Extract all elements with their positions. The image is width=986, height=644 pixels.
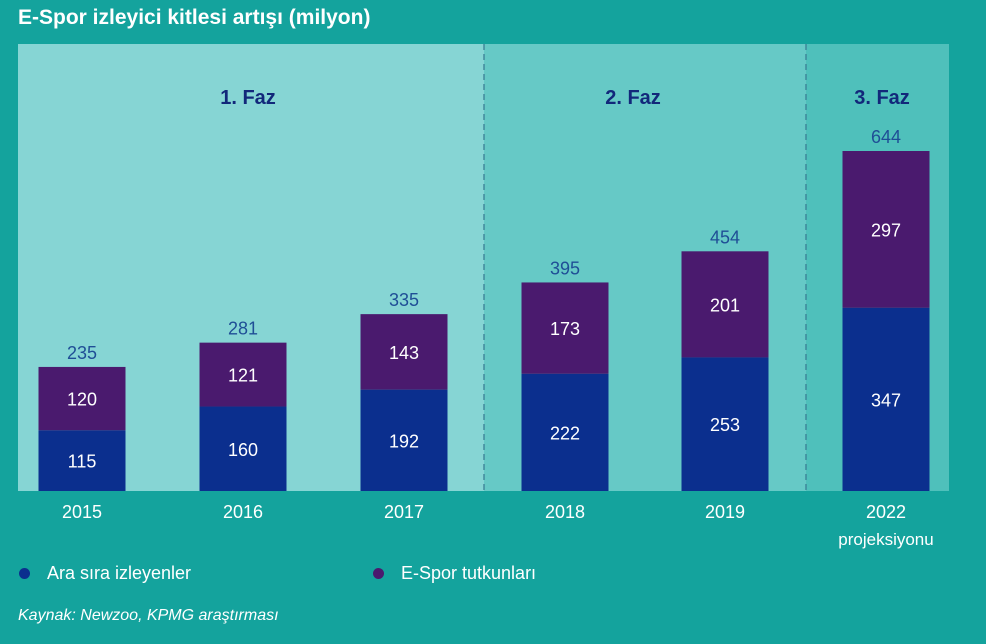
bar-occasional-2016 [199, 406, 287, 491]
legend-label-occasional: Ara sıra izleyenler [47, 563, 192, 583]
bar-occasional-2018 [521, 373, 609, 491]
value-label-occasional-2019: 253 [710, 415, 740, 435]
legend-item-occasional: Ara sıra izleyenler [19, 563, 191, 584]
bar-occasional-2019 [681, 357, 769, 491]
legend-dot-enthusiasts [373, 568, 384, 579]
bar-occasional-2022 [842, 307, 930, 491]
bar-enthusiasts-2016 [199, 342, 287, 407]
total-label-2016: 281 [228, 319, 258, 339]
legend-label-enthusiasts: E-Spor tutkunları [401, 563, 537, 583]
bar-occasional-2015 [38, 430, 126, 491]
legend-dot-occasional [19, 568, 30, 579]
value-label-occasional-2017: 192 [389, 431, 419, 451]
value-label-enthusiasts-2018: 173 [550, 319, 580, 339]
value-label-occasional-2018: 222 [550, 423, 580, 443]
x-tick-label-2019: 2019 [705, 502, 745, 522]
value-label-enthusiasts-2022: 297 [871, 220, 901, 240]
x-tick-sublabel-2022: projeksiyonu [838, 530, 933, 549]
value-label-occasional-2022: 347 [871, 390, 901, 410]
value-label-enthusiasts-2016: 121 [228, 366, 258, 386]
x-tick-label-2015: 2015 [62, 502, 102, 522]
legend-item-enthusiasts: E-Spor tutkunları [373, 563, 536, 584]
total-label-2017: 335 [389, 290, 419, 310]
x-tick-label-2017: 2017 [384, 502, 424, 522]
x-tick-label-2016: 2016 [223, 502, 263, 522]
total-label-2015: 235 [67, 343, 97, 363]
value-label-occasional-2016: 160 [228, 440, 258, 460]
bar-enthusiasts-2018 [521, 282, 609, 374]
total-label-2018: 395 [550, 258, 580, 278]
x-tick-label-2022: 2022 [866, 502, 906, 522]
phase-label-1: 1. Faz [220, 87, 276, 109]
x-tick-label-2018: 2018 [545, 502, 585, 522]
bar-enthusiasts-2022 [842, 151, 930, 308]
total-label-2019: 454 [710, 227, 740, 247]
value-label-enthusiasts-2015: 120 [67, 390, 97, 410]
source-note: Kaynak: Newzoo, KPMG araştırması [18, 607, 279, 624]
bar-enthusiasts-2017 [360, 314, 448, 390]
stacked-bar-chart: 1. Faz 2. Faz 3. Faz 115 120 235 2015 160 121 281… [18, 44, 949, 549]
total-label-2022: 644 [871, 127, 901, 147]
value-label-enthusiasts-2017: 143 [389, 343, 419, 363]
value-label-occasional-2015: 115 [68, 452, 97, 472]
bar-occasional-2017 [360, 389, 448, 491]
phase-label-2: 2. Faz [605, 87, 661, 109]
chart-title: E-Spor izleyici kitlesi artışı (milyon) [18, 6, 371, 29]
phase-label-3: 3. Faz [854, 87, 910, 109]
bar-enthusiasts-2015 [38, 366, 126, 431]
value-label-enthusiasts-2019: 201 [710, 295, 740, 315]
bar-enthusiasts-2019 [681, 251, 769, 358]
